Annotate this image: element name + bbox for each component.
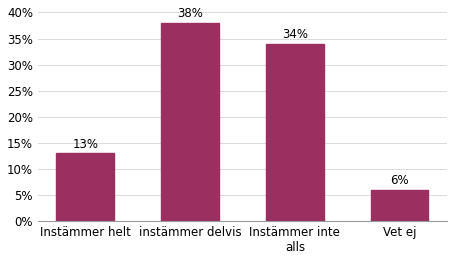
Text: 38%: 38%	[177, 7, 203, 20]
Text: 13%: 13%	[72, 138, 98, 151]
Text: 6%: 6%	[390, 174, 409, 187]
Text: 34%: 34%	[282, 28, 308, 41]
Bar	[371, 190, 429, 221]
Bar	[161, 23, 219, 221]
Bar	[56, 153, 114, 221]
Bar	[266, 44, 324, 221]
